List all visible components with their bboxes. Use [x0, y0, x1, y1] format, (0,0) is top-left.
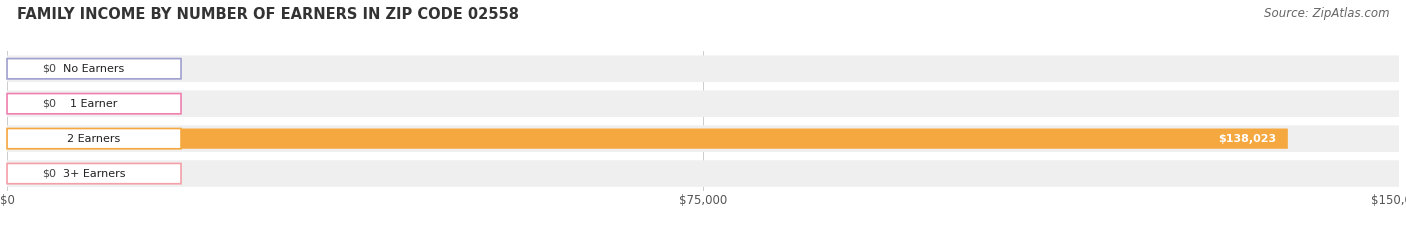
- Text: 3+ Earners: 3+ Earners: [63, 169, 125, 178]
- FancyBboxPatch shape: [7, 129, 1288, 149]
- FancyBboxPatch shape: [7, 164, 28, 184]
- Text: $0: $0: [42, 99, 56, 109]
- Text: $0: $0: [42, 169, 56, 178]
- FancyBboxPatch shape: [7, 59, 181, 79]
- Text: 2 Earners: 2 Earners: [67, 134, 121, 144]
- Text: Source: ZipAtlas.com: Source: ZipAtlas.com: [1264, 7, 1389, 20]
- FancyBboxPatch shape: [7, 55, 1399, 82]
- FancyBboxPatch shape: [7, 125, 1399, 152]
- Text: $0: $0: [42, 64, 56, 74]
- FancyBboxPatch shape: [7, 93, 28, 114]
- Text: FAMILY INCOME BY NUMBER OF EARNERS IN ZIP CODE 02558: FAMILY INCOME BY NUMBER OF EARNERS IN ZI…: [17, 7, 519, 22]
- Text: No Earners: No Earners: [63, 64, 125, 74]
- FancyBboxPatch shape: [7, 93, 181, 114]
- FancyBboxPatch shape: [7, 59, 28, 79]
- Text: 1 Earner: 1 Earner: [70, 99, 118, 109]
- FancyBboxPatch shape: [7, 129, 181, 149]
- FancyBboxPatch shape: [7, 160, 1399, 187]
- FancyBboxPatch shape: [7, 164, 181, 184]
- Text: $138,023: $138,023: [1219, 134, 1277, 144]
- FancyBboxPatch shape: [7, 90, 1399, 117]
